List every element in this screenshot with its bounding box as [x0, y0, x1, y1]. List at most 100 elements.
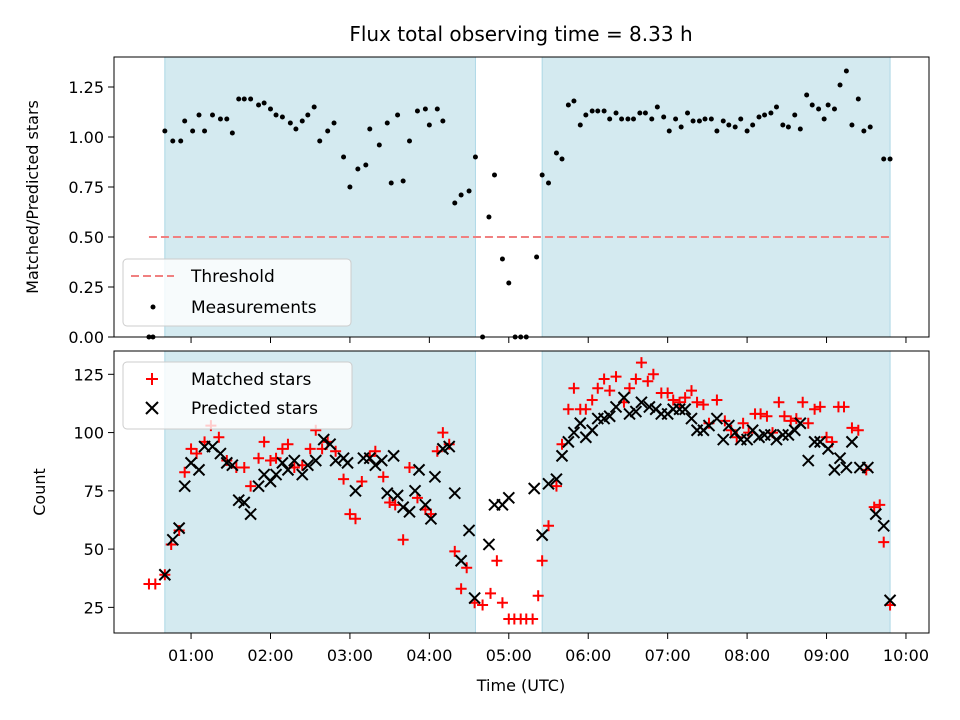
matched-stars-point	[691, 396, 703, 408]
measurements-point	[241, 96, 247, 102]
measurements-point	[625, 116, 631, 122]
top-panel: 0.00 0.25 0.50 0.75 1.00 1.25 Matched/Predict…	[23, 56, 930, 347]
matched-stars-point	[330, 445, 342, 457]
measurements-point	[732, 124, 738, 130]
predicted-stars-point	[673, 403, 686, 416]
predicted-stars-point	[840, 461, 853, 474]
bottom-y-tick-label: 50	[84, 540, 104, 559]
matched-stars-point	[838, 401, 850, 413]
measurements-point	[341, 154, 347, 160]
measurements-point	[347, 184, 353, 190]
matched-stars-point	[344, 508, 356, 520]
matched-stars-point	[878, 536, 890, 548]
top-panel-shading	[164, 56, 891, 338]
matched-stars-point	[802, 417, 814, 429]
measurements-point	[595, 108, 601, 114]
predicted-stars-point	[448, 486, 461, 500]
predicted-stars-point	[408, 484, 422, 498]
measurements-point	[831, 106, 837, 112]
measurements-point	[317, 138, 323, 144]
matched-stars-point	[276, 443, 288, 455]
matched-stars-point	[562, 403, 574, 415]
predicted-stars-point	[349, 484, 362, 498]
matched-stars-point	[743, 427, 755, 439]
measurements-point	[780, 122, 786, 128]
measurements-point	[466, 188, 472, 194]
measurements-point	[756, 114, 762, 120]
bottom-panel: 25 50 75 100 125 01:00 02:00 03:00 04:00 05:00 06…	[30, 350, 930, 695]
predicted-stars-point	[281, 463, 295, 477]
predicted-stars-point	[192, 463, 206, 477]
top-panel-y-ticks: 0.00 0.25 0.50 0.75 1.00 1.25	[68, 78, 114, 347]
predicted-stars-point	[396, 500, 410, 514]
matched-stars-point	[797, 396, 809, 408]
predicted-stars-point	[833, 451, 847, 465]
predicted-stars-point	[329, 454, 342, 467]
measurements-point	[491, 172, 497, 178]
measurements-point	[182, 118, 188, 124]
predicted-stars-point	[428, 470, 442, 484]
predicted-stars-point	[296, 468, 309, 481]
x-tick-label: 08:00	[724, 646, 770, 665]
predicted-stars-point	[269, 468, 283, 481]
measurements-point	[720, 118, 726, 124]
predicted-stars-point	[788, 424, 801, 437]
matched-stars-point	[496, 597, 508, 609]
predicted-stars-point	[424, 512, 438, 526]
matched-stars-point	[397, 534, 409, 546]
measurements-point	[486, 214, 492, 220]
measurements-point	[768, 110, 774, 116]
matched-stars-point	[647, 368, 659, 380]
matched-stars-point	[527, 613, 539, 625]
predicted-stars-point	[403, 505, 416, 519]
measurements-point	[506, 280, 512, 286]
matched-stars-point	[338, 473, 350, 485]
predicted-stars-point	[550, 472, 563, 486]
measurements-point	[797, 126, 803, 132]
measurements-point	[202, 128, 208, 134]
measurements-point	[355, 166, 361, 172]
top-y-tick-label: 1.00	[68, 128, 104, 147]
matched-stars-point	[674, 396, 686, 408]
predicted-stars-point	[387, 449, 400, 463]
matched-stars-point	[356, 476, 368, 488]
predicted-stars-point	[710, 412, 724, 425]
measurements-point	[196, 112, 202, 118]
measurements-point	[363, 162, 369, 168]
measurements-point	[305, 112, 311, 118]
measurements-point	[229, 130, 235, 136]
matched-stars-point	[604, 385, 616, 397]
matched-stars-point	[852, 424, 864, 436]
measurements-point	[256, 102, 262, 108]
predicted-stars-point	[244, 507, 257, 521]
predicted-stars-point	[276, 456, 289, 470]
measurements-point	[178, 138, 184, 144]
matched-stars-point	[179, 466, 191, 478]
measurements-point	[406, 138, 412, 144]
predicted-stars-point	[617, 391, 631, 404]
bottom-panel-points	[143, 357, 897, 625]
predicted-stars-point	[770, 433, 783, 446]
matched-stars-point	[580, 403, 592, 415]
measurements-point	[279, 114, 285, 120]
matched-stars-point	[761, 410, 773, 422]
measurements-point	[744, 128, 750, 134]
bottom-legend-box	[122, 361, 353, 430]
matched-stars-point	[185, 443, 197, 455]
measurements-point	[631, 116, 637, 122]
matched-stars-point	[485, 587, 497, 599]
measurements-point	[384, 120, 390, 126]
measurements-point	[837, 82, 843, 88]
top-y-tick-label: 0.00	[68, 328, 104, 347]
matched-stars-point	[667, 394, 679, 406]
measurements-point	[499, 256, 505, 262]
measurements-point	[224, 116, 230, 122]
legend-matched-swatch	[146, 373, 158, 385]
predicted-stars-point	[542, 477, 555, 491]
x-tick-label: 01:00	[168, 646, 214, 665]
measurements-point	[248, 96, 254, 102]
predicted-stars-point	[535, 528, 549, 542]
measurements-point	[440, 118, 446, 124]
measurements-point	[589, 108, 595, 114]
measurements-point	[577, 122, 583, 128]
